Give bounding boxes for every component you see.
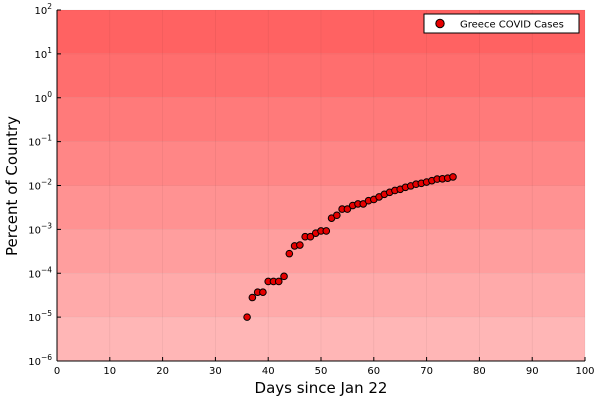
data-points — [243, 173, 457, 321]
x-axis-title: Days since Jan 22 — [255, 379, 388, 397]
background-bands — [57, 10, 585, 361]
data-point — [296, 241, 304, 249]
x-tick-label: 90 — [526, 366, 539, 377]
y-tick-label: 10−1 — [28, 134, 52, 149]
legend-label: Greece COVID Cases — [460, 20, 564, 31]
x-tick-label: 20 — [156, 366, 169, 377]
legend: Greece COVID Cases — [423, 13, 580, 34]
x-tick-label: 10 — [103, 366, 116, 377]
y-tick-label: 10−3 — [28, 221, 52, 236]
background-band — [57, 317, 585, 361]
background-band — [57, 273, 585, 318]
x-tick-label: 30 — [209, 366, 222, 377]
y-tick-label: 100 — [34, 90, 52, 105]
data-point — [322, 227, 331, 235]
data-point — [343, 205, 352, 213]
x-tick-label: 100 — [575, 366, 594, 377]
background-band — [57, 141, 585, 186]
y-tick-label: 102 — [34, 2, 52, 17]
data-point — [306, 232, 315, 241]
y-tick-label: 10−4 — [28, 265, 52, 280]
y-tick-label: 10−6 — [28, 353, 52, 368]
y-axis-title: Percent of Country — [3, 116, 21, 256]
x-tick-label: 60 — [367, 366, 380, 377]
background-band — [57, 53, 585, 98]
x-tick-label: 70 — [420, 366, 433, 377]
y-tick-label: 10−5 — [28, 309, 52, 324]
data-point — [449, 173, 457, 181]
legend-box — [423, 13, 580, 34]
data-point — [285, 249, 294, 258]
x-tick-label: 0 — [54, 366, 60, 377]
y-tick-label: 10−2 — [28, 178, 52, 193]
y-axis-ticks: 10−6 10−5 10−4 10−3 10−2 10−1 100 101 102 — [28, 2, 61, 368]
data-point — [280, 272, 288, 281]
data-point — [248, 293, 257, 302]
x-tick-label: 80 — [473, 366, 486, 377]
x-tick-label: 40 — [262, 366, 275, 377]
x-axis-ticks: 0 10 20 30 40 50 60 70 80 90 100 — [54, 357, 595, 377]
y-tick-label: 101 — [34, 46, 52, 61]
background-band — [57, 229, 585, 274]
data-point — [274, 277, 283, 286]
legend-marker — [435, 18, 445, 29]
data-point — [333, 211, 341, 220]
x-tick-label: 50 — [315, 366, 328, 377]
background-band — [57, 97, 585, 142]
data-point — [243, 313, 251, 321]
background-band — [57, 185, 585, 230]
data-point — [259, 288, 267, 296]
